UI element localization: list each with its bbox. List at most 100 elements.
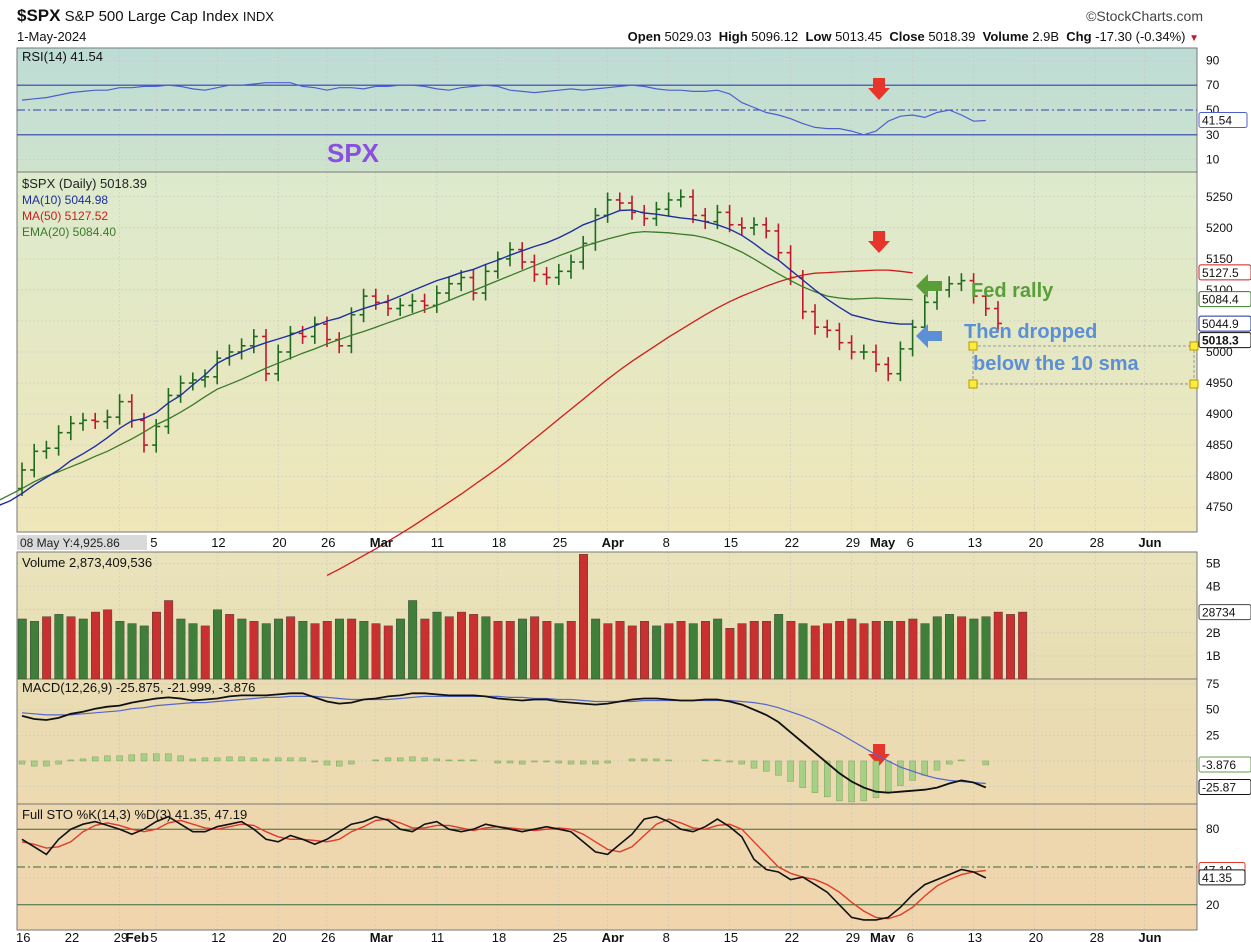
annotation-selection-box bbox=[972, 345, 1195, 385]
dropped-label-line1: Then dropped bbox=[964, 321, 1097, 343]
macd-hist-bar bbox=[445, 759, 453, 762]
x-tick-label: 20 bbox=[1029, 535, 1043, 550]
x-tick-label: 6 bbox=[907, 535, 914, 550]
macd-last-label: -25.87 bbox=[1202, 780, 1236, 794]
volume-bar bbox=[530, 616, 540, 680]
x-tick-label-bottom: 22 bbox=[785, 930, 799, 942]
volume-title: Volume 2,873,409,536 bbox=[22, 555, 152, 570]
x-tick-label: 5 bbox=[150, 535, 157, 550]
x-tick-label: May bbox=[870, 535, 896, 550]
y-tick-label: 4B bbox=[1206, 580, 1221, 594]
price-legend-entry: MA(10) 5044.98 bbox=[22, 193, 108, 207]
macd-hist-bar bbox=[421, 757, 428, 762]
volume-bar bbox=[640, 621, 649, 680]
volume-bar bbox=[359, 621, 369, 680]
volume-bar bbox=[469, 614, 479, 680]
volume-bar bbox=[945, 614, 954, 680]
y-tick-label: 5000 bbox=[1206, 345, 1233, 359]
x-tick-label-bottom: May bbox=[870, 930, 896, 942]
macd-last-badge bbox=[1198, 756, 1251, 773]
price-legend-entry: EMA(20) 5084.40 bbox=[22, 225, 116, 239]
price-value-label: 5044.9 bbox=[1202, 317, 1239, 331]
macd-hist-bar bbox=[79, 758, 87, 762]
macd-hist-bar bbox=[726, 760, 733, 763]
volume-bar bbox=[322, 621, 332, 680]
macd-hist-bar bbox=[409, 756, 416, 762]
macd-hist-bar bbox=[824, 760, 831, 798]
y-tick-label: 5200 bbox=[1206, 221, 1233, 235]
macd-hist-bar bbox=[18, 760, 26, 765]
macd-hist-bar bbox=[592, 760, 599, 765]
y-tick-label: 5B bbox=[1206, 557, 1221, 571]
macd-hist-bar bbox=[287, 757, 294, 762]
x-tick-label: Jun bbox=[1138, 535, 1161, 550]
ma10-line bbox=[0, 209, 913, 506]
rsi-title: RSI(14) 41.54 bbox=[22, 49, 103, 64]
volume-bar bbox=[847, 618, 857, 680]
y-tick-label: 5250 bbox=[1206, 190, 1233, 204]
macd-signal-line bbox=[21, 695, 986, 785]
y-tick-label: 75 bbox=[1206, 677, 1220, 691]
open-value: 5029.03 bbox=[664, 29, 712, 44]
volume-bar bbox=[115, 621, 125, 680]
macd-hist-bar bbox=[189, 758, 197, 762]
macd-hist-bar bbox=[348, 760, 355, 765]
brand-logo: ©StockCharts.com bbox=[1086, 8, 1203, 24]
x-tick-label: 22 bbox=[785, 535, 799, 550]
price-legend-entry: MA(50) 5127.52 bbox=[22, 209, 108, 223]
macd-hist-bar bbox=[372, 759, 379, 762]
volume-last-label: 28734 bbox=[1202, 606, 1236, 620]
volume-bar bbox=[127, 623, 137, 680]
x-tick-label: Apr bbox=[602, 535, 624, 550]
macd-hist-bar bbox=[811, 760, 819, 793]
volume-bar bbox=[920, 623, 930, 680]
volume-bar bbox=[200, 625, 210, 680]
macd-hist-bar bbox=[872, 760, 880, 799]
macd-hist-bar bbox=[116, 755, 123, 762]
dropped-label-line2: below the 10 sma bbox=[973, 353, 1139, 375]
price-value-label: 5127.5 bbox=[1202, 266, 1239, 280]
volume-bar bbox=[347, 618, 357, 680]
macd-hist-bar bbox=[201, 757, 209, 762]
volume-bar bbox=[542, 621, 552, 680]
volume-bar bbox=[103, 609, 113, 680]
macd-hist-bar bbox=[738, 760, 745, 765]
ema20-line bbox=[0, 230, 913, 501]
macd-hist-bar bbox=[787, 760, 794, 782]
volume-bar bbox=[420, 618, 430, 680]
y-tick-label: 50 bbox=[1206, 703, 1220, 717]
x-tick-label: 18 bbox=[492, 535, 506, 550]
volume-bar bbox=[383, 625, 393, 680]
date-axis-bg bbox=[17, 532, 1197, 552]
macd-hist-bar bbox=[177, 755, 184, 762]
volume-bar bbox=[579, 554, 588, 680]
fed-rally-label: Fed rally bbox=[971, 280, 1054, 302]
volume-bar bbox=[139, 625, 149, 680]
y-tick-label: 80 bbox=[1206, 822, 1220, 836]
x-tick-label-bottom: Mar bbox=[370, 930, 393, 942]
x-tick-label-bottom: 15 bbox=[724, 930, 738, 942]
x-tick-label: 12 bbox=[211, 535, 225, 550]
chart-title: $SPX S&P 500 Large Cap Index INDX bbox=[17, 6, 274, 26]
macd-last-badge bbox=[1198, 778, 1251, 795]
volume-bar bbox=[457, 611, 466, 680]
volume-bar bbox=[212, 609, 222, 680]
x-tick-label-bottom: Apr bbox=[602, 930, 624, 942]
macd-hist-bar bbox=[921, 760, 928, 776]
volume-bar bbox=[481, 616, 491, 680]
volume-bar bbox=[432, 611, 442, 680]
macd-hist-bar bbox=[262, 758, 270, 762]
x-tick-label-bottom: 6 bbox=[907, 930, 914, 942]
selection-handle bbox=[968, 341, 978, 351]
volume-bar bbox=[505, 621, 515, 680]
volume-bar bbox=[932, 616, 942, 680]
volume-bar bbox=[981, 616, 991, 680]
volume-bar bbox=[493, 621, 503, 680]
volume-bar bbox=[249, 621, 259, 680]
x-tick-label-bottom: Jun bbox=[1138, 930, 1161, 942]
x-tick-label-bottom: 29 bbox=[114, 930, 128, 942]
volume-bar bbox=[42, 616, 52, 680]
macd-hist-bar bbox=[665, 759, 672, 762]
x-tick-label: 13 bbox=[968, 535, 982, 550]
